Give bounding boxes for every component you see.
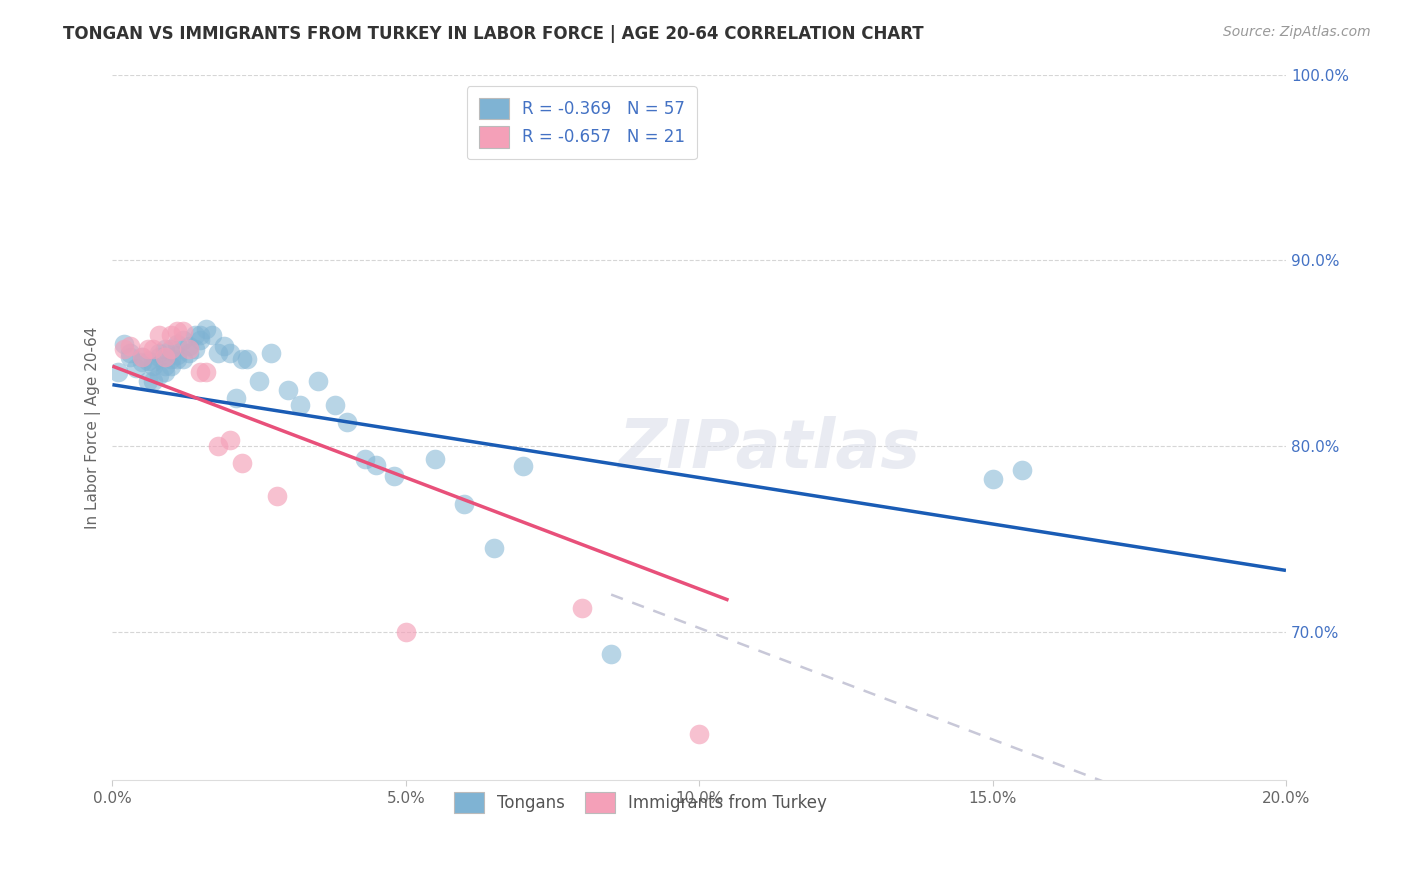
Point bbox=[218, 346, 240, 360]
Point bbox=[688, 727, 710, 741]
Point bbox=[423, 452, 446, 467]
Point bbox=[112, 343, 135, 357]
Point bbox=[160, 327, 183, 342]
Point bbox=[207, 439, 229, 453]
Point bbox=[172, 333, 194, 347]
Point bbox=[142, 355, 165, 369]
Point bbox=[195, 322, 218, 336]
Point bbox=[981, 472, 1004, 486]
Point bbox=[190, 327, 212, 342]
Point bbox=[166, 336, 188, 351]
Point bbox=[136, 343, 159, 357]
Point bbox=[190, 333, 212, 347]
Point bbox=[183, 343, 205, 357]
Point bbox=[190, 365, 212, 379]
Y-axis label: In Labor Force | Age 20-64: In Labor Force | Age 20-64 bbox=[86, 326, 101, 529]
Point bbox=[166, 348, 188, 362]
Point bbox=[218, 434, 240, 448]
Point bbox=[277, 384, 299, 398]
Point bbox=[600, 647, 623, 661]
Point bbox=[155, 359, 177, 373]
Point bbox=[160, 343, 183, 357]
Point bbox=[166, 324, 188, 338]
Point bbox=[136, 374, 159, 388]
Point bbox=[142, 374, 165, 388]
Point bbox=[266, 489, 288, 503]
Point bbox=[172, 324, 194, 338]
Point bbox=[195, 365, 218, 379]
Point bbox=[1011, 463, 1033, 477]
Point bbox=[148, 350, 170, 364]
Point bbox=[207, 346, 229, 360]
Point bbox=[177, 339, 200, 353]
Point bbox=[395, 624, 418, 639]
Point bbox=[118, 350, 141, 364]
Point bbox=[148, 327, 170, 342]
Point bbox=[155, 343, 177, 357]
Point bbox=[307, 374, 329, 388]
Point bbox=[571, 600, 593, 615]
Point bbox=[201, 327, 224, 342]
Point bbox=[382, 468, 405, 483]
Point bbox=[142, 343, 165, 357]
Point bbox=[453, 497, 475, 511]
Point bbox=[177, 343, 200, 357]
Point bbox=[160, 351, 183, 366]
Point bbox=[148, 368, 170, 383]
Point bbox=[236, 351, 259, 366]
Point bbox=[136, 353, 159, 368]
Point bbox=[353, 452, 375, 467]
Point bbox=[366, 458, 388, 472]
Point bbox=[325, 398, 347, 412]
Point bbox=[512, 459, 534, 474]
Point bbox=[112, 336, 135, 351]
Point bbox=[160, 343, 183, 357]
Point bbox=[336, 415, 359, 429]
Point bbox=[155, 350, 177, 364]
Text: ZIPatlas: ZIPatlas bbox=[619, 416, 921, 482]
Point bbox=[231, 456, 253, 470]
Point bbox=[131, 350, 153, 364]
Point bbox=[260, 346, 283, 360]
Point bbox=[225, 391, 247, 405]
Point bbox=[183, 327, 205, 342]
Point bbox=[288, 398, 311, 412]
Point bbox=[125, 361, 148, 376]
Point bbox=[148, 346, 170, 360]
Point bbox=[131, 355, 153, 369]
Point bbox=[118, 346, 141, 360]
Text: Source: ZipAtlas.com: Source: ZipAtlas.com bbox=[1223, 25, 1371, 39]
Legend: Tongans, Immigrants from Turkey: Tongans, Immigrants from Turkey bbox=[441, 780, 839, 825]
Point bbox=[142, 359, 165, 373]
Point bbox=[118, 339, 141, 353]
Point bbox=[107, 365, 129, 379]
Point bbox=[482, 541, 505, 556]
Point bbox=[166, 351, 188, 366]
Point bbox=[212, 339, 235, 353]
Point bbox=[155, 365, 177, 379]
Point bbox=[160, 359, 183, 373]
Point bbox=[247, 374, 270, 388]
Point bbox=[131, 350, 153, 364]
Point bbox=[177, 346, 200, 360]
Point bbox=[231, 351, 253, 366]
Point bbox=[172, 351, 194, 366]
Text: TONGAN VS IMMIGRANTS FROM TURKEY IN LABOR FORCE | AGE 20-64 CORRELATION CHART: TONGAN VS IMMIGRANTS FROM TURKEY IN LABO… bbox=[63, 25, 924, 43]
